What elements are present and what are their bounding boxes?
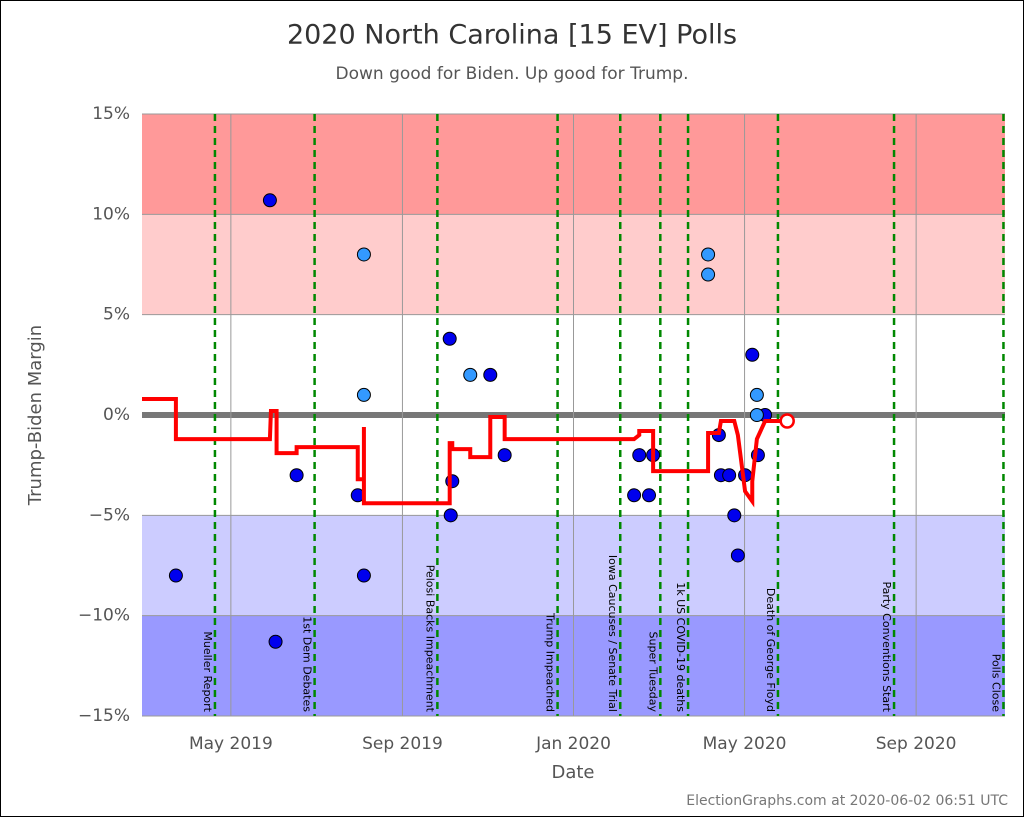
poll-point bbox=[356, 247, 371, 262]
event-label: Super Tuesday bbox=[646, 632, 659, 713]
poll-point bbox=[730, 548, 745, 563]
y-tick-label: 0% bbox=[103, 405, 130, 425]
y-tick-label: −15% bbox=[78, 706, 130, 726]
poll-point bbox=[642, 488, 657, 503]
x-tick-label: May 2019 bbox=[189, 734, 273, 754]
chart-title: 2020 North Carolina [15 EV] Polls bbox=[287, 20, 737, 51]
poll-point bbox=[627, 488, 642, 503]
average-line bbox=[142, 396, 788, 508]
poll-point bbox=[442, 331, 457, 346]
poll-point bbox=[268, 634, 283, 649]
x-tick-label: Sep 2020 bbox=[876, 734, 957, 754]
poll-point bbox=[356, 387, 371, 402]
event-label: Polls Close bbox=[989, 654, 1002, 713]
y-tick-label: 10% bbox=[92, 204, 130, 224]
y-tick-label: 5% bbox=[103, 305, 130, 325]
event-label: 1k US COVID-19 deaths bbox=[674, 582, 687, 712]
poll-point bbox=[722, 468, 737, 483]
event-label: Iowa Caucuses / Senate Trial bbox=[606, 555, 619, 712]
event-label: Death of George Floyd bbox=[764, 588, 777, 712]
poll-point bbox=[443, 508, 458, 523]
event-label: Party Conventions Start bbox=[880, 581, 893, 712]
poll-point bbox=[168, 568, 183, 583]
event-label: 1st Dem Debates bbox=[301, 616, 314, 712]
x-axis-label: Date bbox=[551, 762, 594, 783]
y-axis-label: Trump-Biden Margin bbox=[25, 325, 46, 506]
x-tick-label: May 2020 bbox=[703, 734, 787, 754]
poll-point bbox=[701, 247, 716, 262]
poll-point bbox=[262, 193, 277, 208]
x-tick-label: Jan 2020 bbox=[535, 734, 611, 754]
poll-point bbox=[727, 508, 742, 523]
chart-subtitle: Down good for Biden. Up good for Trump. bbox=[336, 64, 689, 84]
poll-point bbox=[749, 387, 764, 402]
current-average bbox=[779, 413, 795, 429]
x-tick-label: Sep 2019 bbox=[362, 734, 443, 754]
poll-point bbox=[483, 367, 498, 382]
poll-point bbox=[701, 267, 716, 282]
event-label: Mueller Report bbox=[201, 631, 214, 712]
poll-point bbox=[749, 408, 764, 422]
event-label: Trump Impeached bbox=[544, 612, 557, 712]
poll-point bbox=[745, 347, 760, 362]
poll-point bbox=[632, 448, 647, 463]
y-tick-label: −10% bbox=[78, 606, 130, 626]
y-tick-label: −5% bbox=[89, 505, 130, 525]
y-tick-label: 15% bbox=[92, 104, 130, 124]
event-label: Pelosi Backs Impeachment bbox=[423, 565, 436, 713]
poll-point bbox=[289, 468, 304, 483]
poll-point bbox=[463, 367, 478, 382]
poll-point bbox=[497, 448, 512, 463]
poll-point bbox=[356, 568, 371, 583]
footer: ElectionGraphs.com at 2020-06-02 06:51 U… bbox=[686, 793, 1008, 809]
